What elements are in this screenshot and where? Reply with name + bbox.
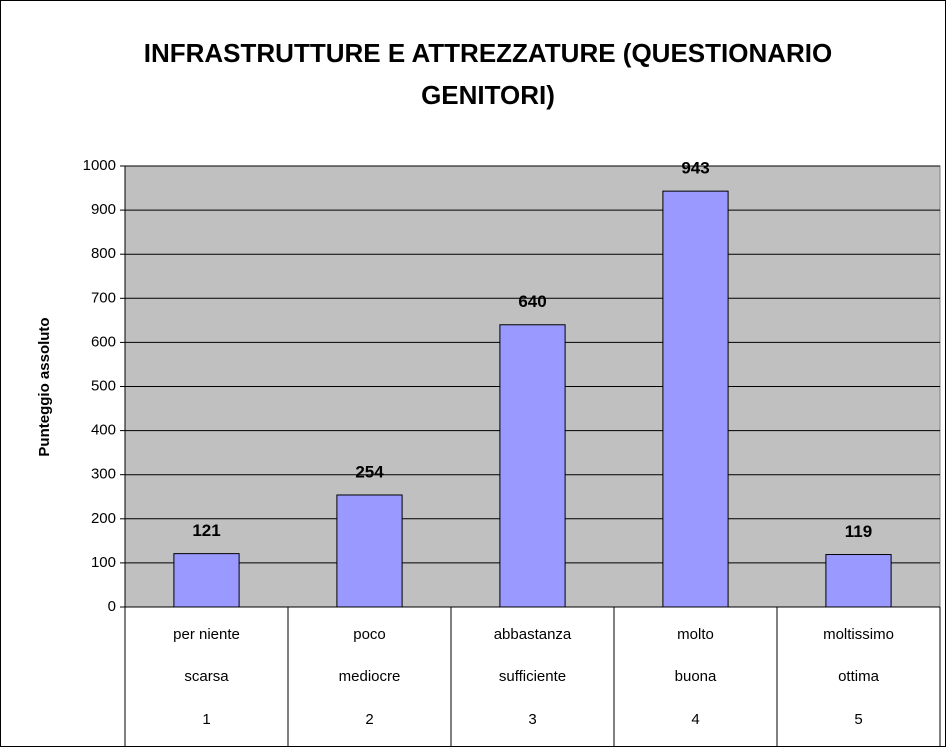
x-tick-label: sufficiente [499,668,566,685]
x-tick-label: scarsa [184,668,229,685]
value-label: 254 [355,462,384,481]
y-tick-label: 500 [91,377,116,394]
y-tick-label: 600 [91,333,116,350]
y-axis-title: Punteggio assoluto [36,317,53,456]
x-tick-label: buona [675,668,717,685]
y-tick-label: 700 [91,289,116,306]
x-tick-label: 5 [854,711,862,728]
x-tick-label: 2 [365,711,373,728]
chart-title: GENITORI) [421,80,555,110]
value-label: 119 [845,522,872,541]
bar [662,190,729,608]
y-tick-label: 900 [91,201,116,218]
y-tick-label: 400 [91,422,116,439]
x-tick-label: 1 [202,711,210,728]
x-tick-label: 4 [691,711,699,728]
x-tick-label: mediocre [339,668,401,685]
x-tick-label: poco [353,626,386,643]
bar [499,324,566,608]
value-label: 121 [192,521,220,540]
x-tick-label: molto [677,626,714,643]
y-tick-label: 1000 [83,157,116,174]
y-tick-label: 100 [91,554,116,571]
x-tick-label: abbastanza [494,626,572,643]
value-label: 640 [518,292,546,311]
x-tick-label: per niente [173,626,240,643]
value-label: 943 [681,159,709,178]
bar [825,554,892,608]
x-tick-label: moltissimo [823,626,894,643]
x-tick-label: 3 [528,711,536,728]
y-tick-label: 200 [91,510,116,527]
x-tick-label: ottima [838,668,880,685]
y-tick-label: 800 [91,245,116,262]
y-tick-label: 300 [91,466,116,483]
bar [336,494,403,608]
chart-title: INFRASTRUTTURE E ATTREZZATURE (QUESTIONA… [144,38,832,68]
y-tick-label: 0 [108,598,116,615]
bar [173,553,240,608]
